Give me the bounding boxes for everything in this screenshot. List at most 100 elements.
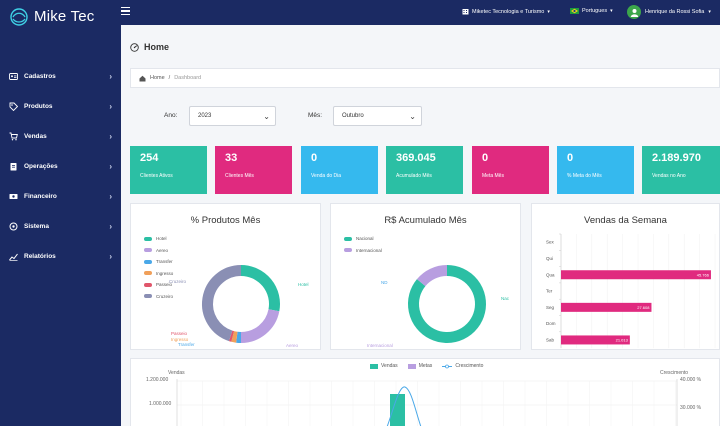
y2-tick-label: 40.000 %: [680, 377, 702, 383]
month-select-value: Outubro: [342, 113, 364, 119]
page-title: Home: [130, 42, 169, 52]
legend-item[interactable]: Cruzeiro: [144, 294, 173, 299]
language-selector[interactable]: Portugues ▾: [570, 8, 613, 14]
breadcrumb-current: Dashboard: [174, 75, 202, 81]
chevron-down-icon: ⌄: [409, 112, 416, 121]
legend-item[interactable]: Aereo: [144, 248, 168, 253]
chevron-right-icon: ›: [109, 71, 112, 81]
user-menu[interactable]: Henrique da Rossi Sofia ▾: [627, 5, 711, 19]
bar-category-label: Seg: [546, 305, 555, 310]
sidebar: Mike Tec Cadastros › Produtos › Vendas ›…: [0, 0, 121, 426]
bar-qua[interactable]: [561, 270, 711, 280]
legend-swatch: [344, 236, 352, 241]
sidebar-item-relatorios[interactable]: Relatórios ›: [0, 241, 121, 271]
legend-item[interactable]: Internacional: [344, 248, 382, 253]
sidebar-item-vendas[interactable]: Vendas ›: [0, 121, 121, 151]
donut-slice-cruzeiro[interactable]: [202, 265, 242, 342]
legend-swatch: [370, 363, 378, 369]
bar-category-label: Dom: [546, 321, 556, 326]
bar-category-label: Qua: [546, 272, 555, 277]
legend-item-crescimento[interactable]: Crescimento: [442, 363, 483, 369]
vendas-metas-combo-chart: [176, 379, 678, 426]
stat-label: Clientes Mês: [225, 173, 254, 179]
chevron-right-icon: ›: [109, 251, 112, 261]
year-select[interactable]: 2023 ⌄: [189, 106, 276, 126]
breadcrumb-home[interactable]: Home: [150, 75, 165, 81]
legend-item[interactable]: Nacional: [344, 236, 374, 241]
bar-seg[interactable]: [561, 302, 652, 312]
cart-icon: [9, 132, 18, 141]
donut-slice-internacional[interactable]: [416, 265, 448, 287]
legend-swatch: [144, 236, 152, 241]
stat-label: Clientes Ativos: [140, 173, 173, 179]
bar-category-label: Sex: [546, 240, 555, 245]
stat-card-clientes-ativos[interactable]: 254 Clientes Ativos: [130, 146, 207, 194]
legend-label: Hotel: [156, 236, 167, 241]
sidebar-item-label: Operações: [24, 162, 58, 170]
building-icon: [462, 9, 469, 15]
user-icon: [630, 8, 638, 17]
month-select[interactable]: Outubro ⌄: [333, 106, 422, 126]
company-selector[interactable]: Miketec Tecnologia e Turismo ▾: [462, 8, 550, 15]
year-label: Ano:: [164, 112, 178, 119]
home-icon[interactable]: [139, 75, 146, 82]
brand-logo[interactable]: Mike Tec: [0, 0, 121, 33]
legend-label: Crescimento: [455, 363, 484, 369]
vendas-metas-chart-panel: [130, 358, 720, 426]
stat-card-clientes-mes[interactable]: 33 Clientes Mês: [215, 146, 292, 194]
sidebar-item-operacoes[interactable]: Operações ›: [0, 151, 121, 181]
stat-card-meta-mes[interactable]: 0 Meta Mês: [472, 146, 549, 194]
legend-item[interactable]: Hotel: [144, 236, 167, 241]
legend-label: Aereo: [156, 247, 169, 253]
sidebar-item-label: Relatórios: [24, 252, 56, 260]
legend-swatch: [144, 282, 152, 287]
language-label: Portugues: [582, 8, 608, 14]
bar-value-label: 45.766: [697, 272, 710, 277]
sidebar-item-financeiro[interactable]: Financeiro ›: [0, 181, 121, 211]
sidebar-item-label: Sistema: [24, 222, 49, 230]
sidebar-item-cadastros[interactable]: Cadastros ›: [0, 61, 121, 91]
crescimento-line[interactable]: [386, 386, 422, 426]
acumulado-donut-chart: Nac Internacional ND: [367, 265, 510, 348]
donut-slice-nacional[interactable]: [408, 265, 486, 343]
chart-icon: [9, 252, 18, 261]
stat-card-percent-meta[interactable]: 0 % Meta do Mês: [557, 146, 634, 194]
legend-item[interactable]: Ingresso: [144, 271, 173, 276]
avatar: [627, 5, 641, 19]
menu-toggle-icon[interactable]: [121, 7, 130, 16]
produtos-chart-panel: % Produtos Mês Hotel Aereo Transfer Ingress…: [130, 203, 321, 350]
stat-card-vendas-ano[interactable]: 2.189.970 Vendas no Ano: [642, 146, 720, 194]
id-card-icon: [9, 72, 18, 81]
slice-label: Hotel: [298, 282, 309, 287]
dashboard-icon: [130, 42, 139, 52]
gear-icon: [9, 222, 18, 231]
donut-slice-aereo[interactable]: [240, 308, 280, 343]
sidebar-item-label: Cadastros: [24, 72, 56, 80]
acumulado-chart-panel: R$ Acumulado Mês Nacional Internacional N…: [330, 203, 521, 350]
legend-item[interactable]: Passeio: [144, 282, 172, 287]
legend-item[interactable]: Transfer: [144, 259, 173, 264]
year-select-value: 2023: [198, 113, 212, 119]
slice-label: Cruzeiro: [169, 279, 187, 284]
stat-card-venda-dia[interactable]: 0 Venda do Dia: [301, 146, 378, 194]
bar-sab[interactable]: [561, 335, 630, 345]
tag-icon: [9, 102, 18, 111]
donut-slice-ingresso[interactable]: [231, 331, 238, 343]
legend-item-metas[interactable]: Metas: [407, 363, 432, 369]
legend-item-vendas[interactable]: Vendas: [370, 363, 398, 369]
donut-slice-passeio[interactable]: [228, 330, 235, 342]
caret-down-icon: ▾: [708, 9, 711, 15]
caret-down-icon: ▾: [610, 8, 613, 14]
donut-slice-hotel[interactable]: [240, 265, 280, 312]
breadcrumb-separator: /: [168, 75, 171, 81]
stat-value: 33: [225, 152, 238, 164]
stat-label: Acumulado Mês: [396, 173, 432, 179]
bar-vendas[interactable]: [390, 394, 405, 426]
stat-value: 0: [482, 152, 489, 164]
sidebar-item-produtos[interactable]: Produtos ›: [0, 91, 121, 121]
bar-category-label: Sab: [546, 337, 555, 342]
stat-card-acumulado-mes[interactable]: 369.045 Acumulado Mês: [386, 146, 463, 194]
legend-label: Ingresso: [156, 270, 174, 276]
sidebar-item-sistema[interactable]: Sistema ›: [0, 211, 121, 241]
slice-label: Transfer: [178, 342, 195, 347]
